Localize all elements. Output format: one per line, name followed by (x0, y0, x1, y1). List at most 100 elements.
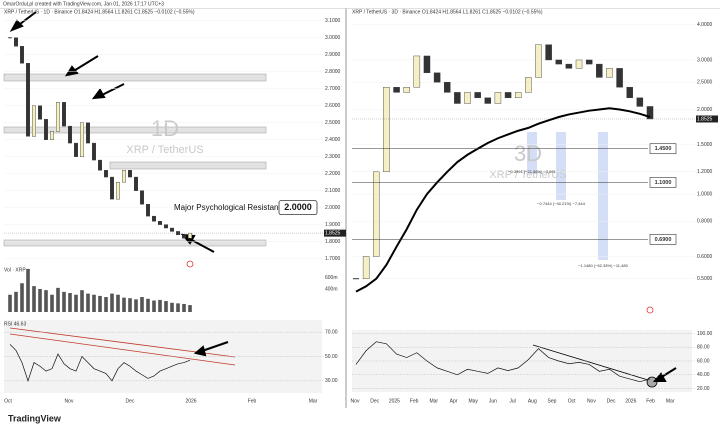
candle (393, 86, 400, 93)
level-label: 1.4500 (655, 146, 672, 152)
y-tick-label: 1.0000 (697, 191, 713, 197)
x-tick-label: Mar (429, 398, 438, 404)
volume-bar (182, 303, 186, 312)
volume-bar (140, 297, 144, 312)
candle (103, 170, 108, 178)
x-tick-label: Nov (351, 398, 360, 404)
x-tick-label: Sep (548, 398, 557, 404)
candle (20, 46, 25, 64)
y-tick-label: 1.9000 (325, 222, 341, 228)
volume-bar (20, 283, 24, 312)
volume-bar (104, 297, 108, 312)
x-tick-label: Feb (248, 398, 257, 404)
y-tick-label: 2.3000 (325, 154, 341, 160)
flag (646, 306, 654, 314)
x-tick-label: Feb (410, 398, 419, 404)
candle (38, 105, 43, 120)
y-tick-label: 2.5000 (325, 120, 341, 126)
legend: XRP / TetherUS · 1D · Binance O1.8424 H1… (4, 9, 195, 15)
candle (636, 97, 644, 107)
candle (464, 92, 471, 104)
y-tick-label: 4.0000 (697, 22, 713, 28)
candle (79, 122, 84, 157)
volume-bar (164, 301, 168, 312)
rsi-tick-label: 20.00 (697, 386, 710, 392)
measurement: −0.7444 (−40.21%) −7,444 (537, 201, 585, 206)
volume-tick-label: 600m (325, 275, 338, 281)
candle (373, 171, 380, 257)
x-tick-label: Jun (489, 398, 497, 404)
volume-bar (176, 303, 180, 312)
rsi-tick-label: 70.00 (325, 329, 338, 335)
x-tick-label: Nov (65, 398, 74, 404)
y-tick-label: 2.7000 (325, 86, 341, 92)
y-tick-label: 2.5000 (697, 80, 713, 86)
candle (606, 68, 613, 78)
x-tick-label: Apr (450, 398, 458, 404)
y-tick-label: 2.1000 (325, 188, 341, 194)
y-tick-label: 1.2000 (697, 169, 713, 175)
candle (535, 44, 542, 78)
x-tick-label: Mar (666, 398, 675, 404)
candle (62, 102, 67, 127)
y-tick-label: 0.8000 (697, 219, 713, 225)
candle (187, 232, 192, 239)
volume-bar (62, 291, 66, 312)
candle (169, 227, 174, 232)
y-tick-label: 0.5000 (697, 276, 713, 282)
candle (121, 170, 126, 183)
price-label: 1.8525 (697, 116, 713, 122)
measure (598, 132, 608, 260)
arrows (9, 11, 677, 382)
level-label: 0.6900 (655, 237, 672, 243)
volume-bar (38, 289, 42, 312)
candle (423, 55, 431, 74)
candle (362, 256, 370, 279)
rsi-tick-label: 30.00 (325, 378, 338, 384)
rsi-line (355, 341, 651, 383)
zone (3, 126, 267, 134)
y-tick-label: 3.1000 (325, 18, 341, 24)
candle (133, 176, 138, 191)
level-label: 1.1000 (655, 180, 672, 186)
candle (139, 190, 144, 205)
level-box (649, 177, 677, 188)
volume-bar (146, 298, 150, 312)
candle (13, 37, 18, 47)
y-tick-label: 0.6000 (697, 254, 713, 260)
watermark-interval: 1D (151, 116, 179, 141)
price-box (696, 115, 718, 123)
y-tick-label: 1.8000 (325, 239, 341, 245)
x-tick-label: 2026 (625, 398, 636, 404)
candle (616, 68, 623, 88)
candle (50, 131, 55, 140)
candle (91, 142, 96, 161)
top-border (0, 8, 720, 9)
candle (474, 92, 481, 99)
y-tick-label: 3.0000 (697, 57, 713, 63)
candle (585, 59, 593, 65)
rsi-tick-label: 50.00 (325, 354, 338, 360)
x-tick-label: Feb (646, 398, 655, 404)
logo: TradingView (8, 413, 62, 423)
candle (383, 86, 390, 173)
candle (484, 97, 492, 104)
candle (181, 234, 186, 239)
y-tick-label: 1.5000 (697, 142, 713, 148)
volume-bar (98, 295, 102, 312)
candle (494, 92, 502, 104)
header: OmarOrduLpl created with TradingView.com… (3, 1, 164, 7)
measure (527, 132, 537, 174)
x-tick-label: 2026 (185, 398, 196, 404)
volume-bar (152, 300, 156, 312)
volume-bar (14, 291, 18, 312)
measurement: −0.3991 (−21.56%) −3,991 (508, 169, 556, 174)
y-tick-label: 2.6000 (325, 103, 341, 109)
candle (596, 63, 603, 78)
candle (575, 59, 583, 69)
candle (525, 77, 532, 93)
zone (3, 239, 267, 247)
volume-bar (56, 287, 60, 312)
volume-bar (170, 302, 174, 312)
